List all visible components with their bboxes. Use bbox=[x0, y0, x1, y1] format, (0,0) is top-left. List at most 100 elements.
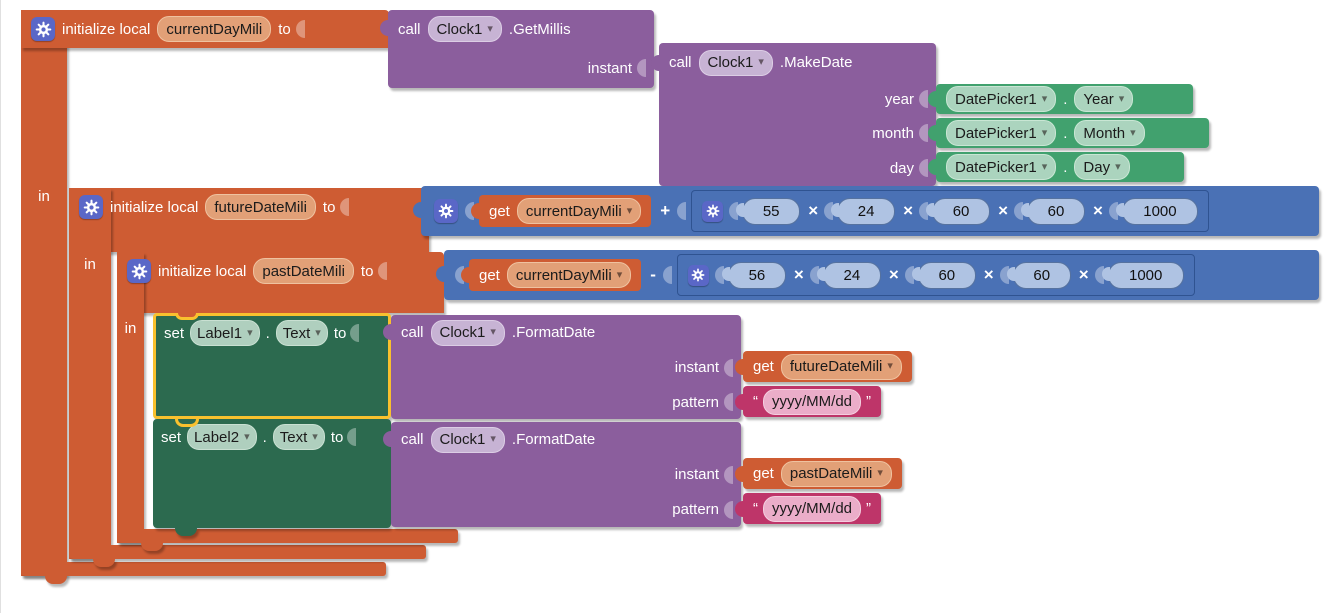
value-socket bbox=[347, 428, 357, 446]
variable-dropdown[interactable]: currentDayMili ▾ bbox=[516, 198, 642, 224]
dot-label: . bbox=[1063, 124, 1068, 142]
times-operator: × bbox=[793, 265, 804, 284]
property-dropdown[interactable]: Text ▾ bbox=[272, 424, 325, 450]
plug-tab bbox=[383, 431, 393, 447]
value-socket bbox=[340, 198, 350, 216]
block-get-datepicker1-year[interactable]: DatePicker1 ▾ . Year ▾ bbox=[928, 84, 1193, 114]
value-socket bbox=[824, 202, 834, 220]
block-math-multiply-past[interactable]: 56 × 24 × 60 × 60 × 1000 bbox=[676, 254, 1195, 296]
open-quote-label: “ bbox=[753, 500, 758, 517]
text-string-field[interactable]: yyyy/MM/dd bbox=[763, 495, 862, 522]
block-get-datepicker1-day[interactable]: DatePicker1 ▾ . Day ▾ bbox=[928, 152, 1184, 182]
get-label: get bbox=[753, 465, 774, 482]
value-socket bbox=[662, 266, 672, 284]
dot-label: . bbox=[265, 324, 270, 342]
component-dropdown[interactable]: DatePicker1 ▾ bbox=[946, 120, 1057, 146]
value-socket bbox=[904, 266, 914, 284]
block-text-pattern-2[interactable]: “ yyyy/MM/dd ” bbox=[735, 493, 882, 524]
init-currentDayMili-bottom-bar[interactable] bbox=[21, 562, 386, 576]
variable-dropdown[interactable]: pastDateMili ▾ bbox=[780, 460, 892, 487]
text-string-field[interactable]: yyyy/MM/dd bbox=[763, 388, 862, 415]
init-pastDateMili-bottom-bar[interactable] bbox=[117, 529, 458, 543]
component-dropdown[interactable]: Clock1 ▾ bbox=[430, 319, 505, 346]
block-math-subtract-past[interactable]: get currentDayMili ▾ - 56 × 24 × 60 × 60 … bbox=[436, 250, 1319, 300]
property-dropdown[interactable]: Text ▾ bbox=[275, 320, 328, 346]
number-block[interactable]: 1000 bbox=[1115, 197, 1198, 225]
value-socket bbox=[455, 266, 464, 284]
number-block[interactable]: 56 bbox=[721, 261, 786, 289]
property-dropdown[interactable]: Year ▾ bbox=[1074, 86, 1134, 112]
init-futureDateMili-bottom-bar[interactable] bbox=[69, 545, 426, 559]
block-set-label2-text[interactable]: set Label2 ▾ . Text ▾ to bbox=[153, 419, 391, 528]
value-socket bbox=[724, 500, 733, 519]
value-socket bbox=[919, 124, 928, 142]
block-initialize-local-currentDayMili[interactable]: initialize local currentDayMili to bbox=[21, 10, 389, 48]
close-quote-label: ” bbox=[866, 393, 872, 410]
variable-name-field[interactable]: pastDateMili bbox=[253, 258, 354, 284]
component-dropdown[interactable]: DatePicker1 ▾ bbox=[946, 86, 1057, 112]
mutator-gear-icon[interactable] bbox=[687, 264, 709, 286]
block-get-datepicker1-month[interactable]: DatePicker1 ▾ . Month ▾ bbox=[928, 118, 1209, 148]
variable-name-field[interactable]: futureDateMili bbox=[205, 194, 316, 220]
block-call-clock1-formatdate-2[interactable]: call Clock1 ▾ .FormatDate instant pattern bbox=[383, 422, 741, 527]
times-operator: × bbox=[1078, 265, 1089, 284]
number-block[interactable]: 60 bbox=[911, 261, 976, 289]
value-socket bbox=[378, 262, 388, 280]
set-label1-next-plug bbox=[175, 419, 199, 427]
set-label: set bbox=[161, 428, 182, 446]
value-socket bbox=[724, 393, 733, 411]
number-block[interactable]: 55 bbox=[736, 197, 801, 225]
block-get-pastDateMili[interactable]: get pastDateMili ▾ bbox=[735, 458, 902, 489]
component-dropdown[interactable]: Label2 ▾ bbox=[187, 424, 257, 450]
block-get-currentDayMili[interactable]: get currentDayMili ▾ bbox=[471, 195, 652, 227]
dropdown-arrow-icon: ▾ bbox=[626, 204, 633, 217]
value-socket bbox=[724, 358, 733, 377]
block-math-add-future[interactable]: get currentDayMili ▾ + 55 × 24 × 60 × 60 … bbox=[413, 186, 1319, 236]
component-dropdown[interactable]: Clock1 ▾ bbox=[430, 426, 505, 453]
number-block[interactable]: 60 bbox=[1006, 261, 1071, 289]
number-block[interactable]: 60 bbox=[1021, 197, 1085, 225]
property-dropdown[interactable]: Month ▾ bbox=[1074, 120, 1145, 146]
block-call-clock1-makedate[interactable]: call Clock1 ▾ .MakeDate year month day bbox=[651, 43, 936, 186]
block-get-futureDateMili[interactable]: get futureDateMili ▾ bbox=[735, 351, 912, 382]
number-block[interactable]: 24 bbox=[816, 261, 881, 289]
mutator-gear-icon[interactable] bbox=[127, 259, 151, 283]
mutator-gear-icon[interactable] bbox=[31, 17, 55, 41]
component-dropdown[interactable]: Clock1 ▾ bbox=[698, 49, 773, 76]
init-futureDateMili-left-column[interactable] bbox=[69, 188, 111, 559]
variable-dropdown[interactable]: futureDateMili ▾ bbox=[780, 353, 902, 380]
param-instant-label: instant bbox=[587, 59, 632, 77]
block-call-clock1-getmillis[interactable]: call Clock1 ▾ .GetMillis instant bbox=[380, 10, 654, 88]
block-set-label1-text[interactable]: set Label1 ▾ . Text ▾ to bbox=[153, 313, 391, 419]
dropdown-arrow-icon: ▾ bbox=[616, 268, 623, 281]
block-initialize-local-pastDateMili[interactable]: initialize local pastDateMili to bbox=[117, 252, 444, 290]
init-currentDayMili-next-plug bbox=[45, 576, 67, 584]
variable-dropdown[interactable]: currentDayMili ▾ bbox=[506, 262, 632, 288]
component-dropdown[interactable]: Label1 ▾ bbox=[190, 320, 260, 346]
block-get-currentDayMili[interactable]: get currentDayMili ▾ bbox=[461, 259, 642, 291]
variable-name-field[interactable]: currentDayMili bbox=[157, 16, 272, 42]
block-initialize-local-futureDateMili[interactable]: initialize local futureDateMili to bbox=[69, 188, 429, 226]
component-dropdown[interactable]: Clock1 ▾ bbox=[427, 16, 502, 42]
dropdown-arrow-icon: ▾ bbox=[877, 467, 883, 479]
param-year-label: year bbox=[884, 90, 914, 108]
number-block[interactable]: 60 bbox=[926, 197, 991, 225]
block-math-multiply-future[interactable]: 55 × 24 × 60 × 60 × 1000 bbox=[691, 190, 1209, 232]
number-block[interactable]: 1000 bbox=[1101, 261, 1184, 289]
initialize-local-label: initialize local bbox=[62, 20, 151, 38]
mutator-gear-icon[interactable] bbox=[434, 199, 458, 223]
init-currentDayMili-left-column[interactable] bbox=[21, 10, 67, 576]
dropdown-arrow-icon: ▾ bbox=[247, 326, 253, 339]
times-operator: × bbox=[808, 201, 819, 220]
set-label: set bbox=[164, 324, 185, 342]
init-pastDateMili-left-column[interactable] bbox=[117, 252, 144, 543]
block-call-clock1-formatdate-1[interactable]: call Clock1 ▾ .FormatDate instant pattern bbox=[383, 315, 741, 419]
block-text-pattern-1[interactable]: “ yyyy/MM/dd ” bbox=[735, 386, 882, 417]
component-dropdown[interactable]: DatePicker1 ▾ bbox=[946, 154, 1057, 180]
mutator-gear-icon[interactable] bbox=[79, 195, 103, 219]
mutator-gear-icon[interactable] bbox=[702, 200, 724, 222]
number-block[interactable]: 24 bbox=[831, 197, 896, 225]
in-label: in bbox=[124, 320, 137, 337]
dropdown-arrow-icon: ▾ bbox=[487, 22, 493, 35]
property-dropdown[interactable]: Day ▾ bbox=[1074, 154, 1130, 180]
